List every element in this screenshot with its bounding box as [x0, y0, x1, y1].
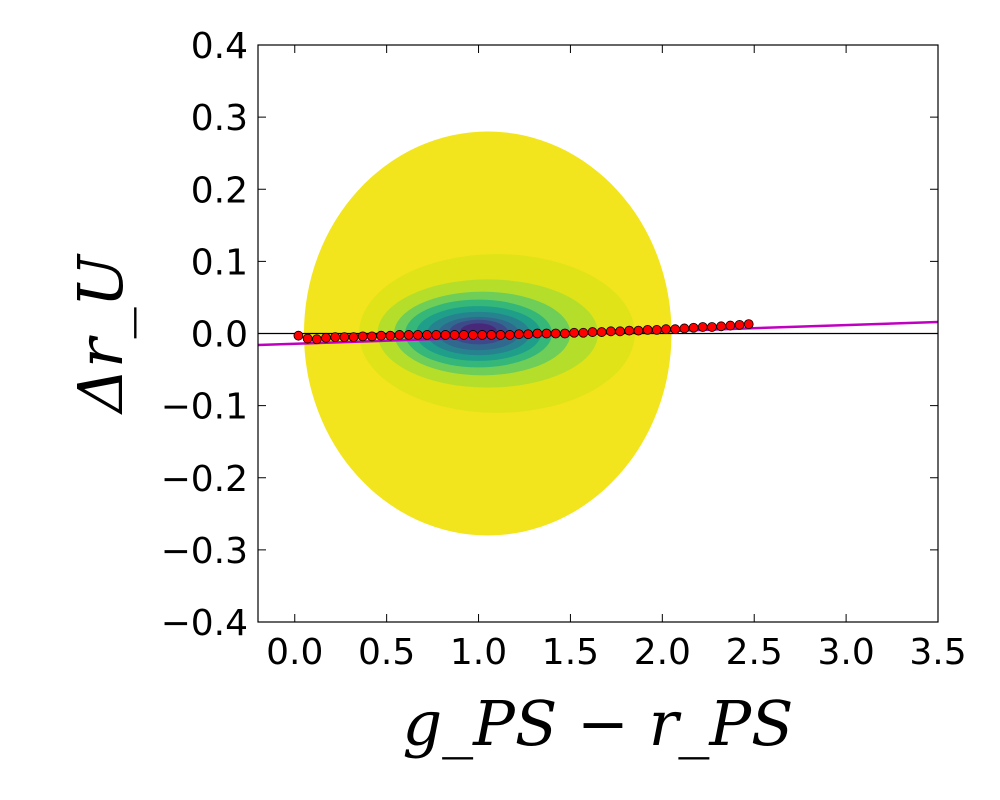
- median-point: [477, 330, 488, 340]
- median-point: [651, 324, 662, 335]
- median-point: [514, 329, 524, 340]
- y-tick-label: −0.1: [161, 387, 248, 428]
- median-point: [587, 327, 598, 337]
- median-point: [302, 333, 313, 344]
- x-tick-label: 0.0: [266, 632, 323, 673]
- median-point: [697, 322, 708, 332]
- y-axis-ticks: −0.4 −0.3 −0.2 −0.1 0.0 0.1 0.2 0.3 0.4: [161, 26, 938, 644]
- median-point: [394, 330, 405, 340]
- median-point: [688, 322, 699, 333]
- x-tick-label: 1.5: [542, 632, 599, 673]
- median-point: [605, 326, 616, 337]
- median-point: [633, 325, 644, 336]
- median-point: [422, 330, 432, 340]
- median-point: [468, 330, 478, 340]
- median-point: [403, 330, 414, 340]
- y-axis-label: Δr_U: [64, 253, 137, 414]
- x-tick-label: 0.5: [358, 632, 415, 673]
- median-point: [348, 332, 359, 343]
- y-tick-label: 0.1: [191, 242, 248, 283]
- x-tick-label: 2.0: [634, 632, 691, 673]
- median-point: [385, 330, 396, 341]
- median-point: [330, 332, 341, 343]
- median-point: [357, 331, 368, 342]
- y-tick-label: −0.4: [161, 603, 248, 644]
- median-point: [596, 327, 607, 337]
- median-point: [339, 332, 350, 343]
- median-point: [679, 323, 690, 334]
- x-axis-label: g_PS − r_PS: [402, 687, 793, 760]
- median-point: [431, 330, 442, 340]
- y-tick-label: 0.0: [191, 315, 248, 356]
- median-point: [642, 324, 653, 335]
- x-tick-label: 2.5: [726, 632, 783, 673]
- median-point: [367, 331, 377, 342]
- y-tick-label: 0.2: [191, 170, 248, 211]
- median-point: [321, 332, 331, 343]
- median-point: [661, 324, 671, 335]
- median-point: [707, 322, 717, 332]
- y-tick-label: 0.3: [191, 98, 248, 139]
- median-point: [541, 328, 552, 339]
- x-tick-label: 3.5: [909, 632, 966, 673]
- median-point: [495, 330, 506, 340]
- median-point: [486, 330, 497, 340]
- y-tick-label: 0.4: [191, 26, 248, 67]
- median-point: [550, 328, 561, 339]
- median-point: [615, 326, 625, 337]
- median-point: [578, 327, 589, 338]
- median-point: [569, 327, 580, 338]
- median-point: [412, 330, 423, 340]
- y-tick-label: −0.3: [161, 531, 248, 572]
- median-point: [504, 330, 515, 340]
- median-point: [560, 328, 570, 339]
- median-point: [449, 330, 460, 340]
- x-tick-label: 3.0: [817, 632, 874, 673]
- median-point: [670, 324, 681, 335]
- median-point: [458, 330, 469, 340]
- x-axis-ticks: 0.0 0.5 1.0 1.5 2.0 2.5 3.0 3.5: [266, 45, 967, 673]
- median-point: [376, 330, 387, 341]
- median-point: [725, 320, 736, 331]
- y-tick-label: −0.2: [161, 459, 248, 500]
- median-point: [440, 330, 451, 340]
- median-point: [734, 319, 745, 330]
- x-tick-label: 1.0: [450, 632, 507, 673]
- median-point: [311, 334, 322, 345]
- median-point: [523, 329, 534, 340]
- median-point: [624, 325, 635, 336]
- median-point: [532, 328, 543, 339]
- median-point: [743, 319, 754, 330]
- median-points: [293, 319, 754, 345]
- median-point: [293, 330, 304, 341]
- median-point: [716, 321, 727, 332]
